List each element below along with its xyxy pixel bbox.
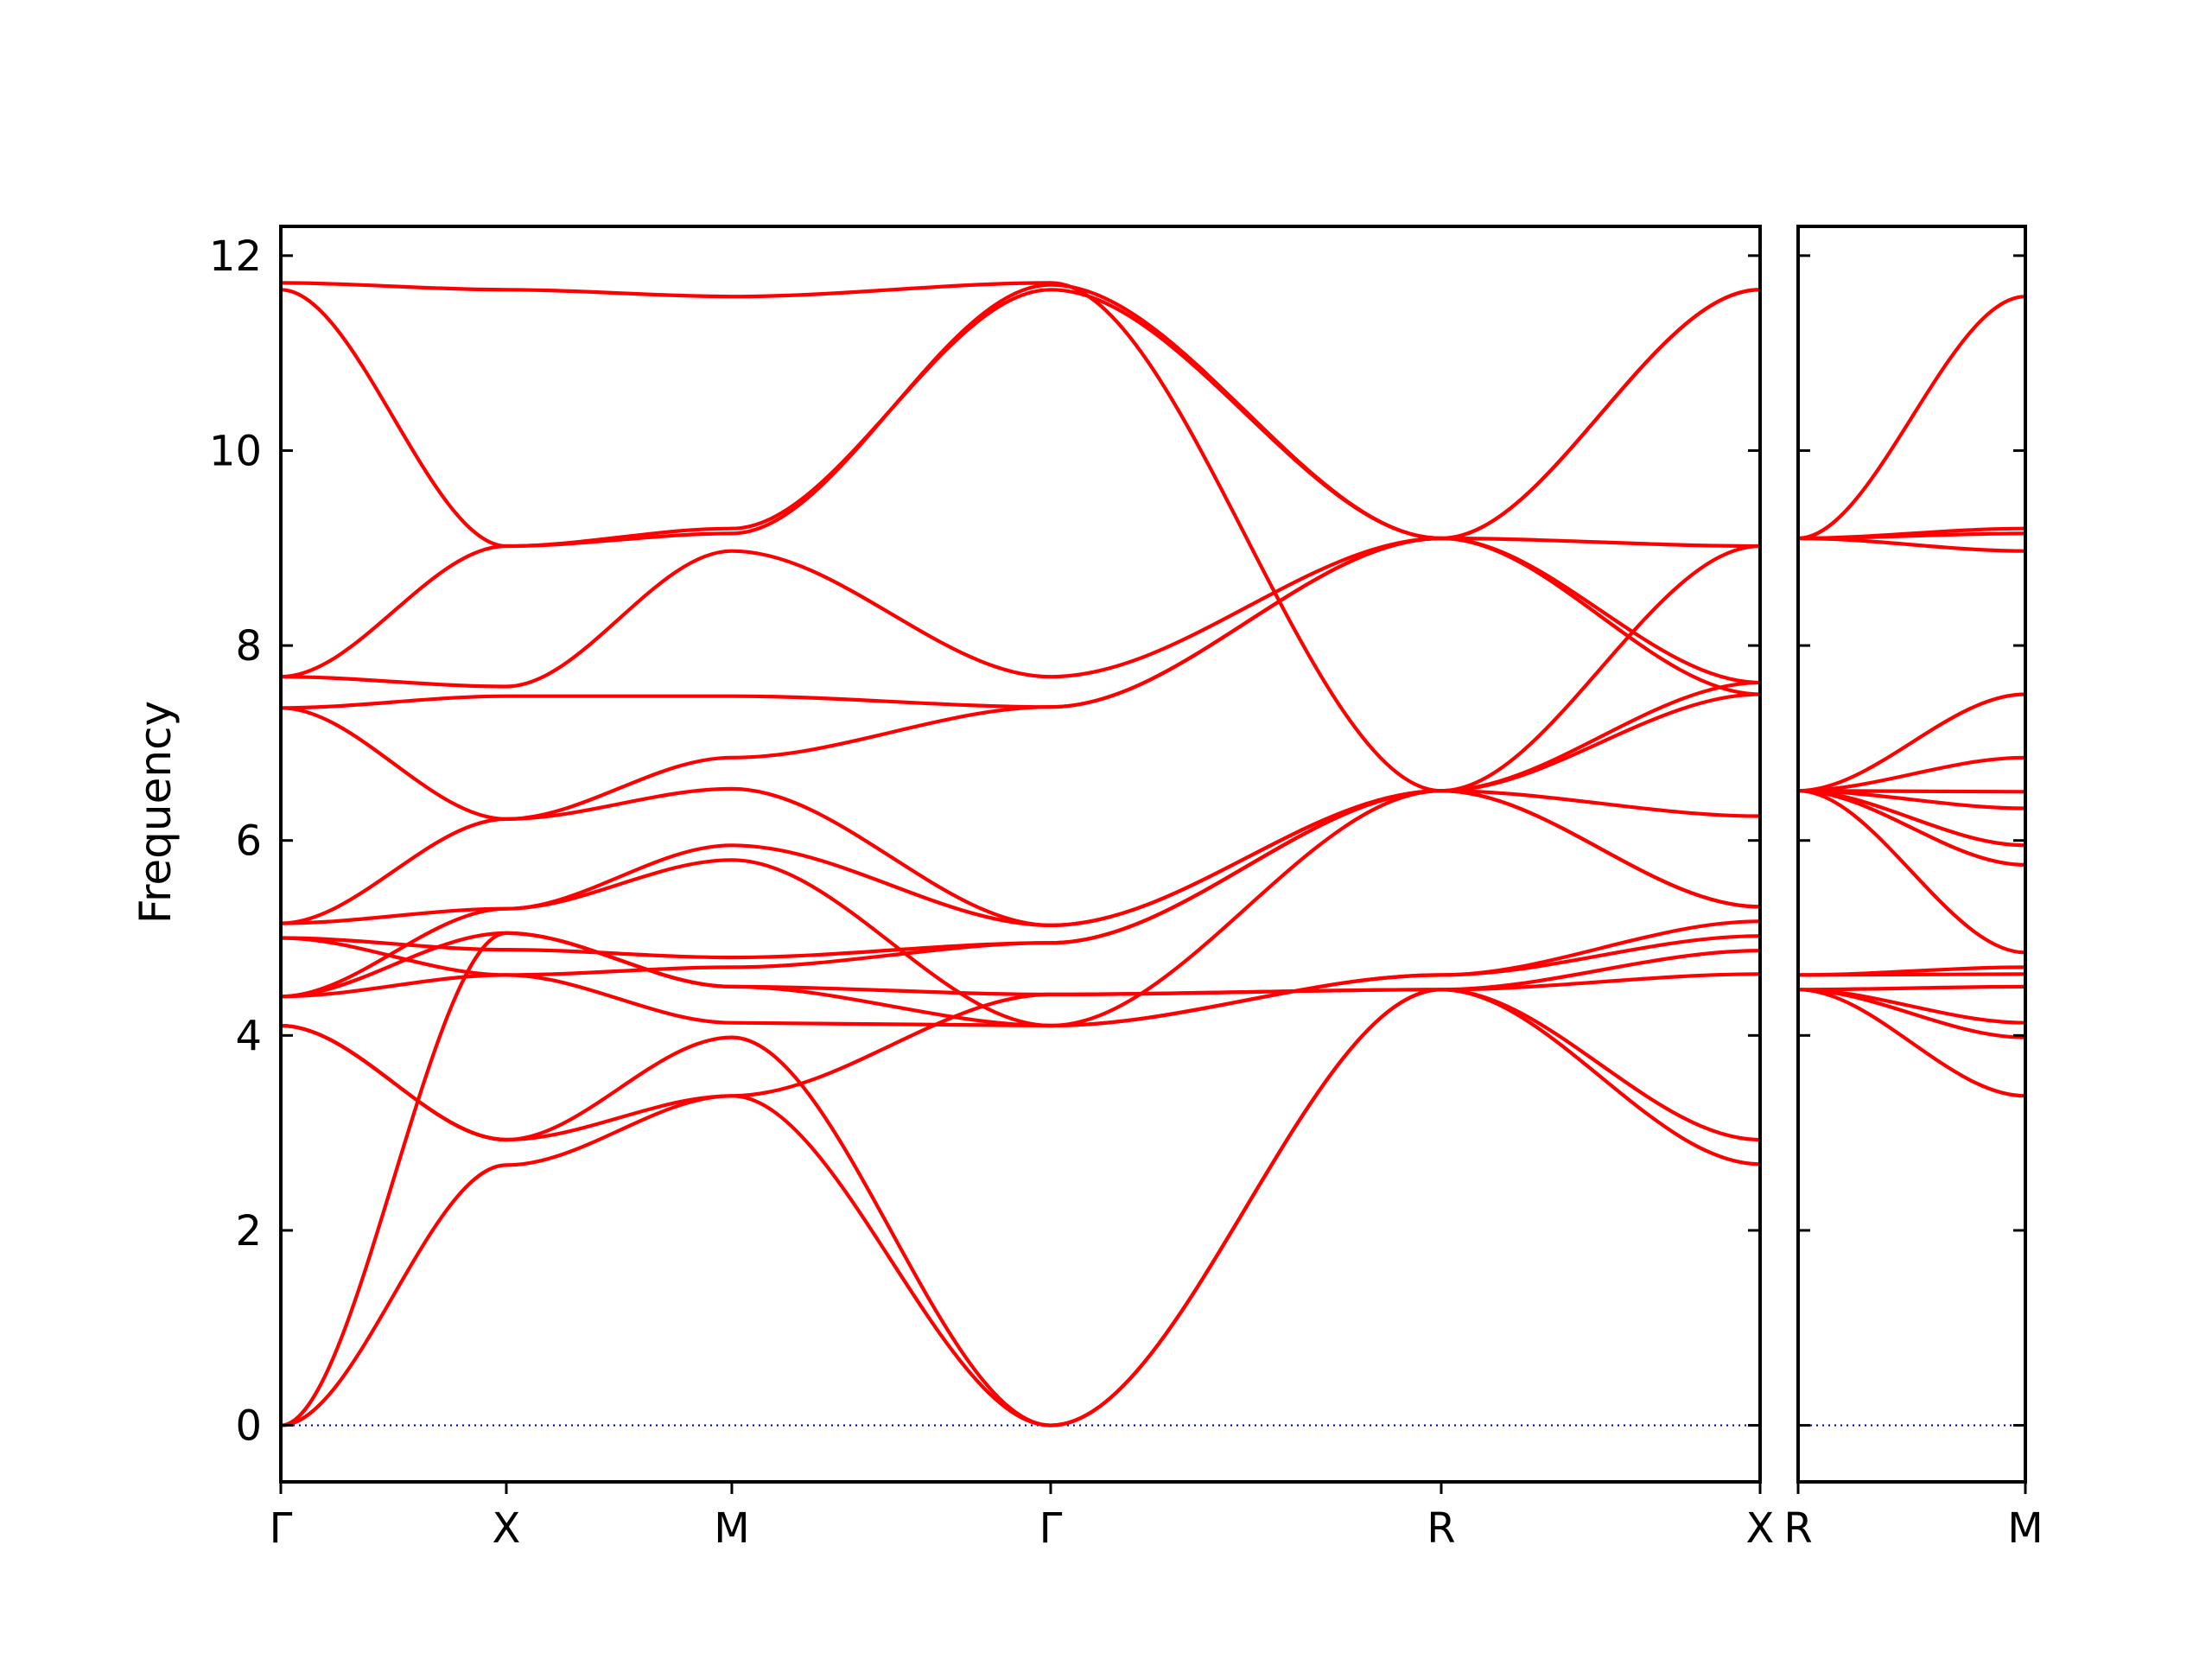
band-4 bbox=[278, 949, 1763, 1427]
band-13 bbox=[278, 288, 1763, 710]
y-tick-label: 6 bbox=[235, 817, 262, 866]
y-tick-label: 8 bbox=[235, 622, 262, 671]
band-15 bbox=[278, 288, 1763, 696]
band-11 bbox=[278, 543, 1763, 927]
y-tick-label: 0 bbox=[235, 1402, 262, 1451]
x-tick-label: Γ bbox=[1039, 1504, 1063, 1553]
band-3 bbox=[278, 972, 1763, 1427]
band-2 bbox=[278, 931, 1763, 1427]
band-9 bbox=[278, 692, 1763, 960]
y-axis-label: Frequency bbox=[130, 701, 181, 924]
band-13 bbox=[1796, 692, 2028, 793]
band-6 bbox=[1796, 965, 2028, 977]
band-16 bbox=[278, 283, 1763, 685]
band-16 bbox=[1796, 526, 2028, 541]
y-tick-label: 10 bbox=[209, 427, 262, 475]
band-17 bbox=[1796, 295, 2028, 541]
band-1 bbox=[1796, 988, 2028, 1098]
band-12 bbox=[1796, 755, 2028, 793]
y-tick-label: 12 bbox=[209, 232, 262, 281]
band-1 bbox=[278, 988, 1763, 1427]
band-12 bbox=[278, 288, 1763, 821]
x-tick-label: X bbox=[1746, 1504, 1775, 1553]
panel-main: 0 2 4 6 8 10 12 Γ X M Γ R X bbox=[209, 225, 1775, 1553]
band-4 bbox=[1796, 984, 2028, 992]
y-tick-label: 2 bbox=[235, 1207, 262, 1255]
x-tick-label: Γ bbox=[270, 1504, 293, 1553]
band-10 bbox=[278, 680, 1763, 927]
band-14 bbox=[278, 536, 1763, 689]
plot-frame bbox=[1796, 225, 2027, 1484]
x-tick-label: R bbox=[1427, 1504, 1455, 1553]
band-14 bbox=[1796, 536, 2028, 553]
y-tick-label: 4 bbox=[235, 1012, 262, 1060]
x-tick-label: M bbox=[714, 1504, 749, 1553]
x-tick-label: M bbox=[2007, 1504, 2043, 1553]
band-7 bbox=[1796, 789, 2028, 955]
x-tick-label: R bbox=[1783, 1504, 1812, 1553]
x-tick-label: X bbox=[493, 1504, 521, 1553]
band-17 bbox=[278, 281, 1763, 909]
plot-frame bbox=[279, 225, 1762, 1484]
